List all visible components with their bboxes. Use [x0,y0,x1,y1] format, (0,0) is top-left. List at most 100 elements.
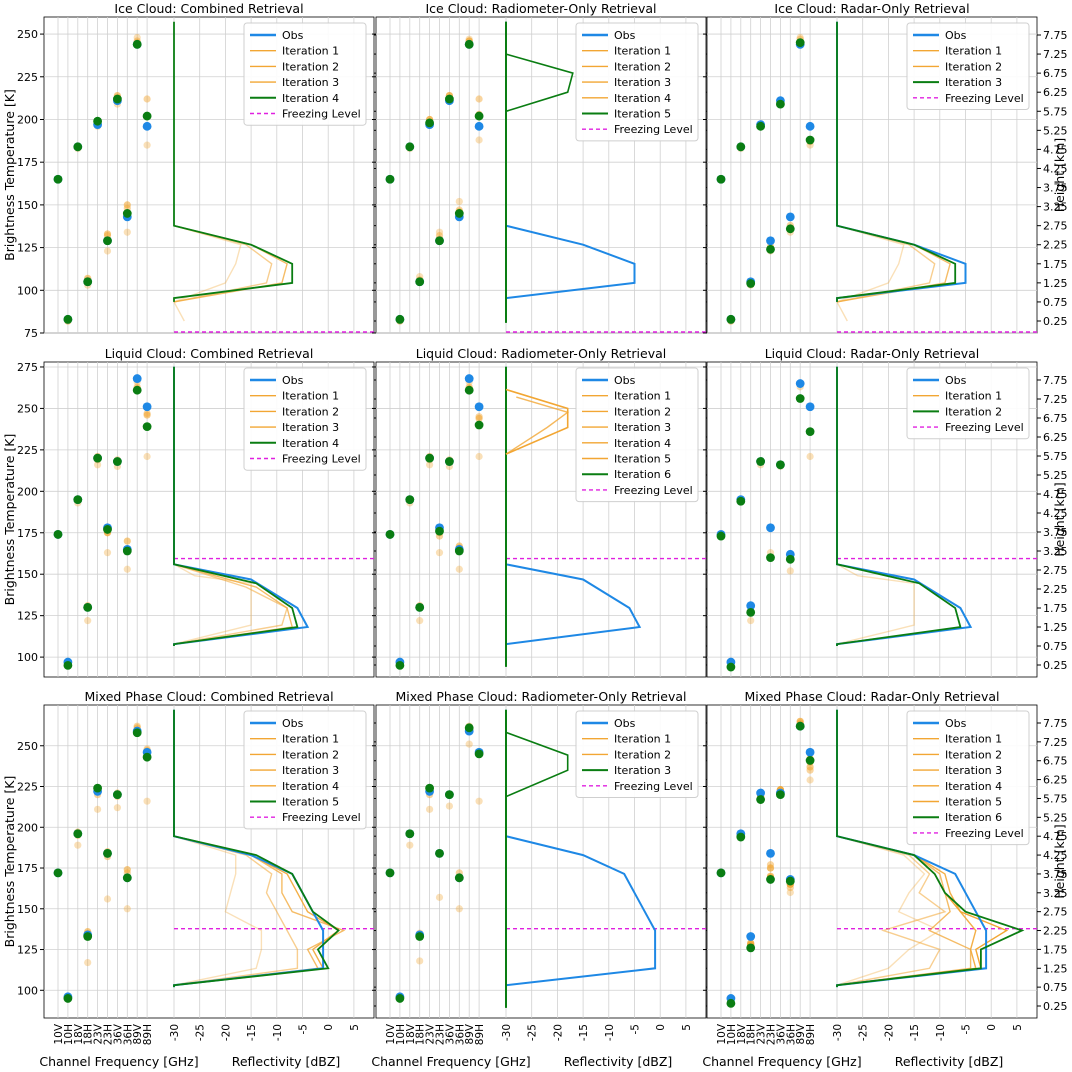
reflectivity-tick-label: -15 [909,1024,921,1041]
final-tb-point [454,546,464,556]
right-axis-label: Height [km] [1052,824,1067,898]
obs-tb-point [746,932,756,941]
final-profile [836,21,957,302]
final-tb-point [73,829,83,839]
iteration-tb-point [435,893,444,901]
final-tb-point [785,554,795,564]
iteration-tb-point [143,95,151,103]
final-tb-point [454,209,464,218]
final-profile [836,366,962,646]
legend-label: Iteration 2 [945,60,1002,73]
obs-tb-point [766,236,775,246]
height-tick-label: 6.75 [1043,412,1068,425]
legend-box [243,710,367,830]
iteration-tb-point [455,197,463,206]
legend-label: Iteration 5 [614,108,671,121]
legend-label: Iteration 3 [282,764,339,777]
legend-label: Iteration 2 [282,60,339,73]
legend-label: Obs [945,29,967,42]
channel-tick-label: 23V [93,1023,105,1044]
legend-label: Iteration 1 [614,45,671,58]
channel-tick-label: 10V [716,1023,728,1044]
height-tick-label: 6.25 [1043,774,1068,787]
final-tb-point [785,876,795,886]
height-tick-label: 1.75 [1043,258,1068,271]
obs-tb-point [474,402,484,412]
iteration-tb-point [475,414,483,422]
height-tick-label: 4.75 [1043,143,1068,156]
height-tick-label: 0.75 [1043,981,1068,994]
final-profile [173,21,294,302]
legend-label: Obs [614,374,636,387]
iteration-tb-point [123,565,131,573]
final-tb-point [795,394,805,403]
legend-label: Iteration 4 [282,92,339,105]
height-tick-label: 1.25 [1043,277,1068,290]
reflectivity-tick-label: -30 [501,1024,513,1041]
height-tick-label: 2.25 [1043,925,1068,938]
final-tb-point [122,873,132,883]
final-tb-point [113,94,122,104]
iteration-profile [173,225,242,322]
channel-tick-label: 36V [775,1023,787,1044]
iteration-profile [505,731,569,798]
iteration-tb-point [786,888,794,897]
legend-label: Iteration 5 [614,453,671,466]
final-tb-point [785,224,795,234]
height-tick-label: 4.25 [1043,849,1068,862]
reflectivity-tick-label: 0 [323,1024,335,1031]
reflectivity-tick-label: -25 [195,1024,207,1041]
legend-label: Iteration 3 [282,76,339,89]
final-tb-point [53,530,63,539]
reflectivity-tick-label: -5 [961,1024,973,1034]
y-tick-label: 100 [17,651,38,664]
panel-title: Mixed Phase Cloud: Radiometer-Only Retri… [396,689,687,704]
channel-tick-label: 89V [464,1023,476,1044]
legend-label: Iteration 6 [614,468,671,481]
final-tb-point [415,932,425,941]
final-profile [173,366,299,646]
final-tb-point [122,209,132,218]
iteration-tb-point [475,452,483,461]
final-tb-point [142,752,152,762]
height-tick-label: 1.25 [1043,962,1068,975]
final-tb-point [454,873,464,883]
channel-axis-label: Channel Frequency [GHz] [702,1054,861,1069]
height-tick-label: 0.75 [1043,640,1068,653]
legend-label: Iteration 4 [614,92,671,105]
height-tick-label: 4.75 [1043,830,1068,843]
final-tb-point [385,868,395,878]
legend-label: Iteration 1 [282,45,339,58]
final-profile [836,709,1025,988]
channel-tick-label: 18H [415,1024,427,1045]
channel-tick-label: 23H [103,1024,115,1045]
height-tick-label: 3.25 [1043,545,1068,558]
final-tb-point [756,795,765,804]
y-tick-label: 225 [17,444,38,457]
panel-8: Mixed Phase Cloud: Radiometer-Only Retri… [371,689,710,1069]
reflectivity-tick-label: -15 [246,1024,258,1041]
panel-title: Mixed Phase Cloud: Radar-Only Retrieval [744,689,999,704]
final-tb-point [103,236,112,246]
final-tb-point [142,111,152,121]
iteration-tb-point [143,141,151,149]
reflectivity-axis-label: Reflectivity [dBZ] [895,1054,1004,1069]
iteration-tb-point [806,776,814,784]
final-tb-point [405,495,415,505]
final-tb-point [83,602,93,612]
obs-tb-point [766,523,775,533]
legend-label: Iteration 2 [282,748,339,761]
legend-label: Iteration 1 [282,733,339,746]
height-tick-label: 4.75 [1043,488,1068,501]
final-tb-point [736,832,746,842]
height-tick-label: 5.75 [1043,792,1068,805]
reflectivity-tick-label: -25 [858,1024,870,1041]
final-tb-point [464,723,474,733]
height-tick-label: 2.25 [1043,583,1068,596]
final-tb-point [464,39,474,49]
reflectivity-tick-label: -10 [604,1024,616,1041]
legend-label: Freezing Level [614,780,693,793]
legend-label: Iteration 3 [614,76,671,89]
legend-label: Iteration 3 [945,764,1002,777]
height-tick-label: 4.25 [1043,507,1068,520]
